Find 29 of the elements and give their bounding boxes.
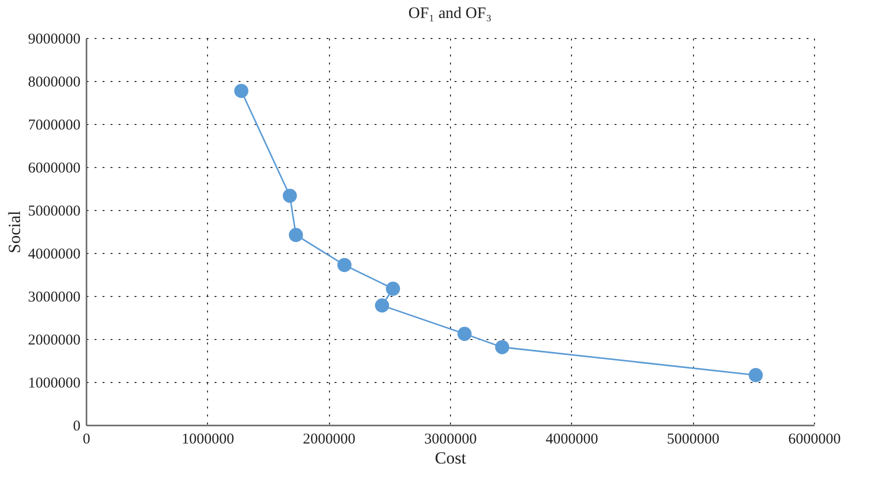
x-tick-label: 6000000 bbox=[788, 432, 841, 448]
point bbox=[386, 282, 400, 296]
point bbox=[282, 188, 297, 203]
point bbox=[337, 258, 352, 272]
y-tick-label: 9000000 bbox=[28, 32, 80, 48]
y-tick-label: 4000000 bbox=[28, 246, 80, 262]
y-tick-label: 2000000 bbox=[28, 332, 80, 348]
x-tick-label: 0 bbox=[82, 432, 90, 448]
y-tick-label: 5000000 bbox=[28, 204, 80, 220]
point bbox=[234, 84, 248, 98]
y-tick-label: 1000000 bbox=[28, 376, 80, 392]
point bbox=[374, 298, 390, 313]
x-axis-title: Cost bbox=[434, 448, 466, 468]
x-tick-label: 1000000 bbox=[182, 432, 234, 448]
y-axis-title: Social bbox=[5, 210, 24, 254]
point bbox=[457, 326, 472, 341]
y-tick-label: 0 bbox=[73, 418, 80, 434]
point bbox=[748, 368, 763, 382]
y-tick-label: 7000000 bbox=[28, 118, 80, 134]
x-tick-label: 2000000 bbox=[302, 432, 356, 448]
y-tick-label: 6000000 bbox=[28, 160, 80, 176]
point bbox=[288, 228, 303, 242]
x-tick-label: 5000000 bbox=[666, 432, 720, 448]
x-tick-label: 4000000 bbox=[546, 432, 598, 448]
y-tick-label: 3000000 bbox=[28, 290, 80, 306]
x-tick-label: 3000000 bbox=[424, 432, 477, 448]
point bbox=[495, 340, 510, 354]
chart-title: OF₁ and OF₃ bbox=[408, 5, 492, 22]
y-tick-label: 8000000 bbox=[28, 74, 80, 90]
